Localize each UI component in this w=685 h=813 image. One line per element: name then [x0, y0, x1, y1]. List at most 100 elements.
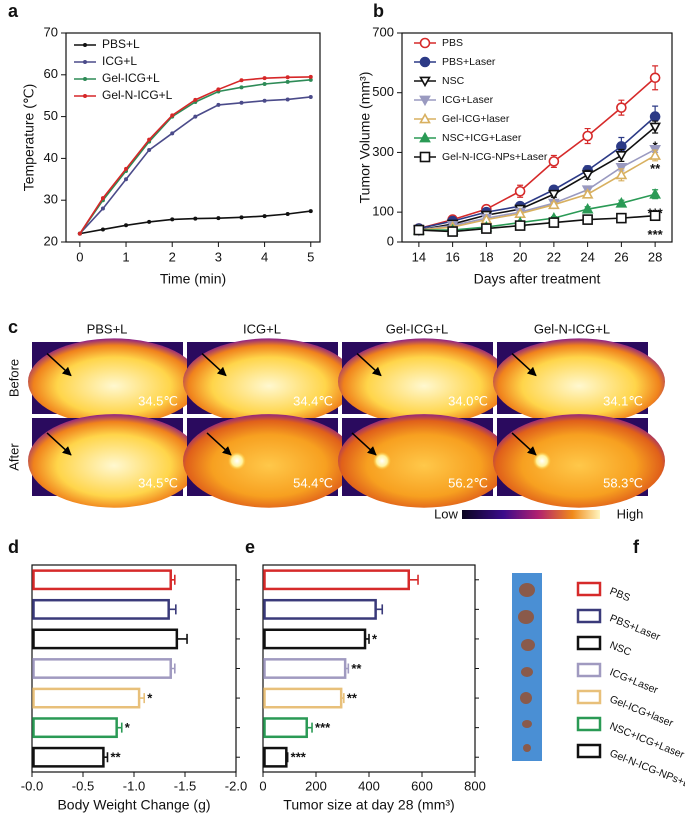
marker [649, 210, 661, 222]
marker [649, 111, 661, 122]
error-bar [306, 722, 313, 733]
marker [616, 212, 627, 224]
x-tick-label: 22 [547, 249, 561, 264]
legend-label: PBS [608, 585, 632, 604]
arrow [201, 353, 227, 377]
error-bar [345, 663, 350, 674]
x-axis-label: Days after treatment [474, 271, 601, 287]
temperature: 56.2℃ [448, 475, 488, 490]
x-tick-label: 400 [358, 778, 380, 793]
marker [285, 79, 290, 84]
marker [193, 114, 198, 119]
marker [147, 148, 152, 153]
marker [649, 188, 661, 199]
series-line [418, 116, 656, 230]
marker [615, 168, 628, 180]
thermal-body [28, 414, 200, 508]
y-tick-label: 100 [372, 204, 394, 219]
bar [32, 658, 172, 679]
marker [308, 74, 313, 79]
y-tick-label: 20 [44, 233, 58, 248]
bar [32, 687, 141, 709]
legend-label: ICG+Laser [608, 666, 660, 696]
legend-label: ICG+L [102, 54, 137, 68]
x-tick-label: -2.0 [225, 778, 247, 793]
plot-frame [65, 32, 321, 243]
marker [100, 196, 105, 201]
legend-marker [419, 76, 431, 88]
legend-marker [419, 131, 431, 143]
thermal-body [183, 338, 355, 425]
y-tick-label: 0 [387, 233, 394, 248]
marker [582, 214, 593, 225]
marker [262, 81, 267, 86]
marker [124, 166, 129, 171]
bar [263, 658, 347, 679]
arrow [511, 353, 537, 377]
marker [262, 98, 267, 103]
legend-label: NSC+ICG+Laser [442, 132, 522, 144]
x-tick-label: 800 [464, 778, 486, 793]
y-tick-label: 30 [44, 192, 58, 207]
legend-label: NSC [442, 75, 465, 87]
marker [582, 130, 593, 142]
thermal-body [493, 338, 665, 425]
temperature: 34.5℃ [138, 393, 178, 408]
marker [548, 156, 560, 167]
x-tick-label: 16 [445, 249, 459, 264]
marker [124, 223, 129, 228]
bar [263, 628, 367, 650]
marker [100, 227, 105, 232]
error-bar [408, 574, 419, 585]
panel-label: a [8, 1, 19, 21]
marker [308, 94, 313, 99]
marker [548, 189, 560, 201]
legend-box [576, 608, 602, 624]
x-axis-label: Body Weight Change (g) [57, 797, 210, 813]
bar [32, 746, 105, 768]
temperature: 34.4℃ [293, 393, 333, 408]
legend-marker [419, 151, 431, 163]
marker [581, 170, 594, 181]
x-tick-label: 24 [580, 249, 594, 264]
x-tick-label: -1.0 [123, 778, 145, 793]
legend-marker [83, 77, 87, 81]
legend-marker [419, 112, 431, 124]
error-bar [168, 604, 177, 615]
x-tick-label: 0 [76, 249, 83, 264]
marker [514, 220, 526, 231]
bar [263, 746, 288, 768]
legend-marker [83, 60, 87, 64]
bar [32, 717, 118, 739]
marker [615, 151, 628, 162]
x-tick-label: 20 [513, 249, 527, 264]
temperature: 34.0℃ [448, 393, 488, 408]
legend-label: Gel-N-ICG-NPs+Laser [442, 151, 548, 163]
legend-label: PBS+Laser [442, 56, 496, 68]
y-axis-label: Temperature (℃) [21, 84, 37, 192]
annotation: ** [351, 661, 362, 676]
legend-label: PBS [442, 37, 463, 49]
thermal-body [183, 414, 355, 508]
thermal-body [493, 414, 665, 508]
legend-label: NSC [608, 639, 633, 659]
legend-marker [419, 56, 431, 68]
thermal-body [338, 414, 510, 508]
annotation: ** [347, 691, 358, 706]
x-tick-label: 4 [261, 249, 268, 264]
colorbar-low: Low [434, 506, 458, 521]
y-tick-label: 700 [372, 24, 394, 39]
x-tick-label: 14 [412, 249, 426, 264]
legend-marker [83, 94, 87, 98]
marker [615, 162, 628, 174]
error-bar [365, 633, 370, 644]
marker [170, 113, 175, 118]
marker [447, 226, 458, 237]
panel-label: e [245, 537, 255, 557]
error-bar [170, 663, 176, 674]
series-line [418, 148, 656, 231]
legend-box [576, 635, 602, 651]
bar [263, 687, 343, 709]
series-line [418, 214, 656, 233]
